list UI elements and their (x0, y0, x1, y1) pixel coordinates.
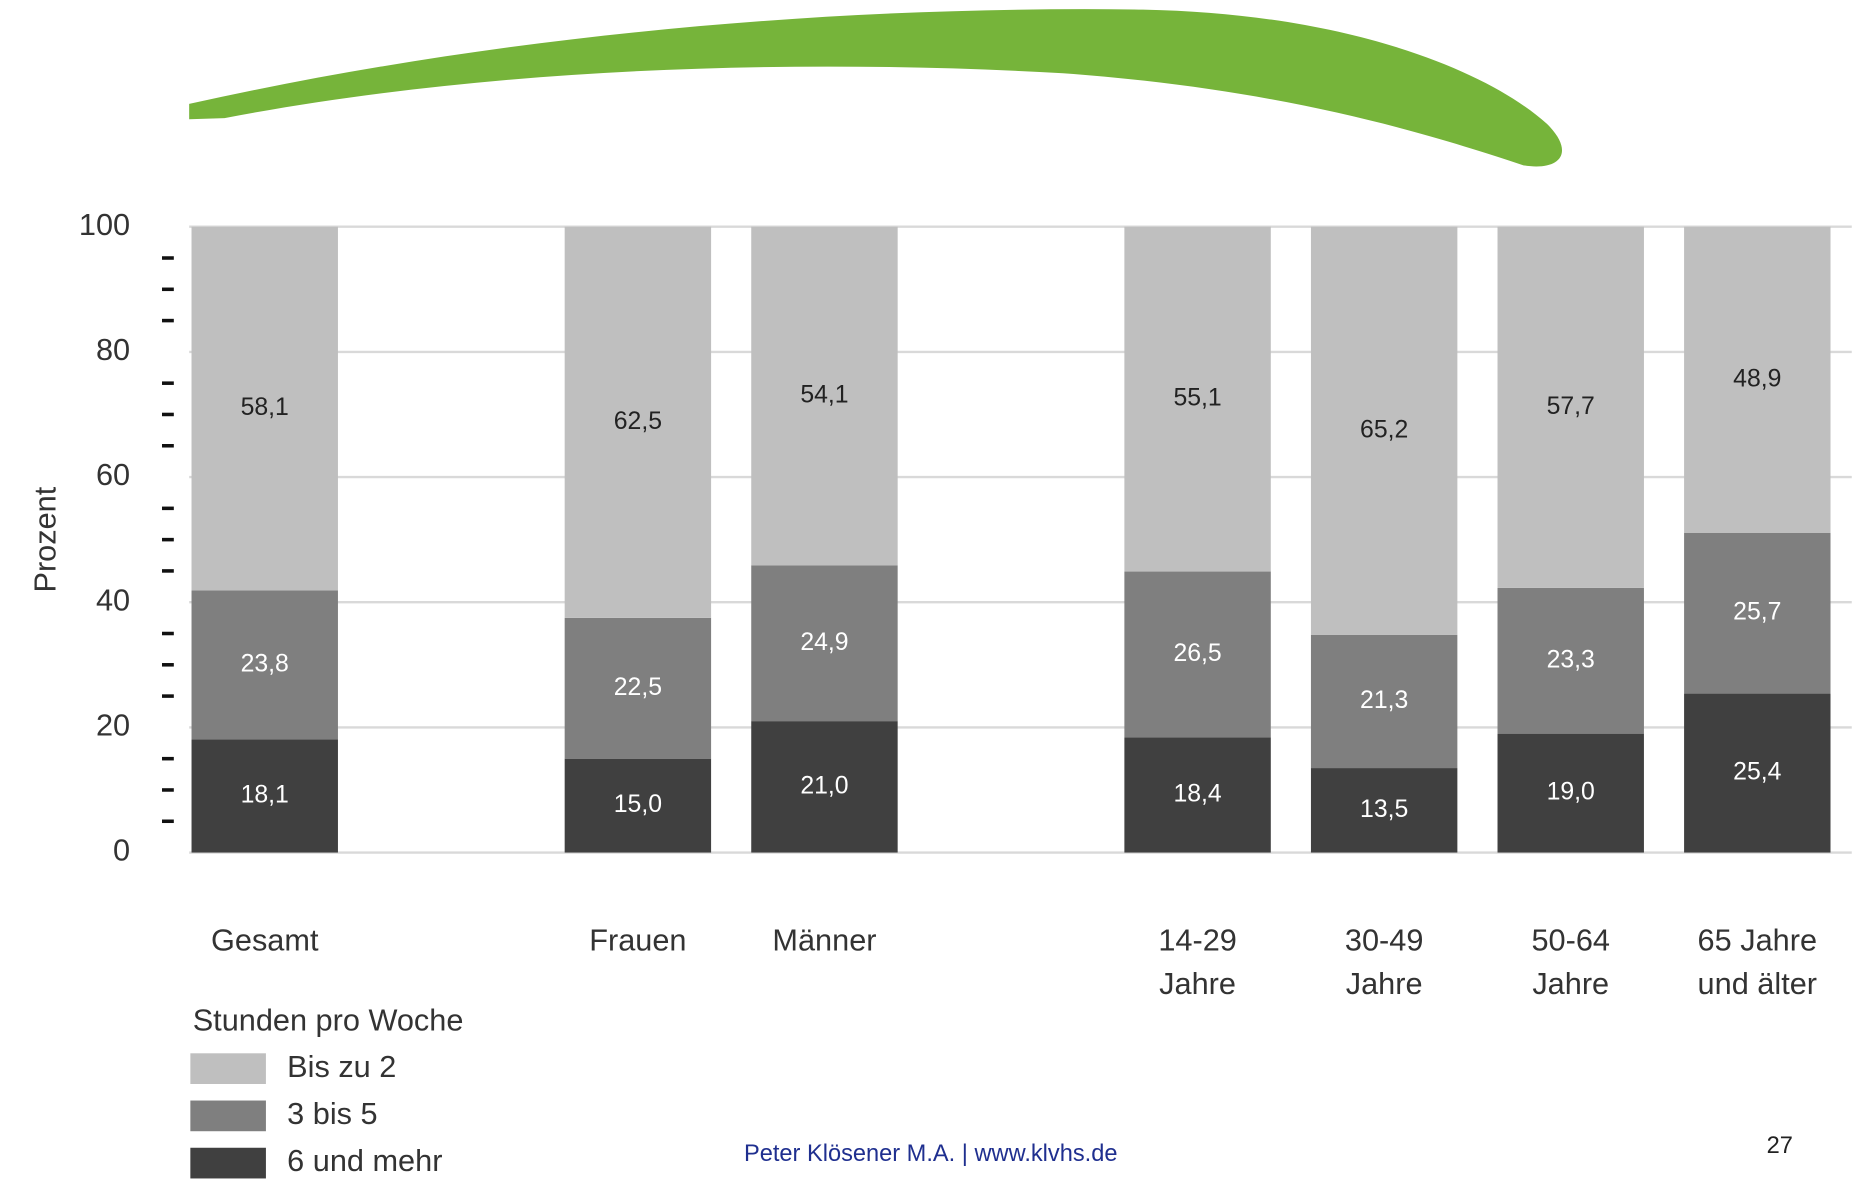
bar-segment (1310, 226, 1458, 635)
bar-segment (191, 590, 338, 740)
y-tick-label: 20 (96, 707, 130, 742)
bar-segment (1124, 737, 1271, 853)
bar-segment (564, 226, 712, 618)
decoration-swoosh (189, 9, 1563, 167)
x-tick-label-box: 50-64 Jahre (1531, 922, 1610, 1002)
legend-label: 3 bis 5 (287, 1096, 377, 1131)
y-axis-label: Prozent (28, 486, 63, 592)
x-tick-label-box: 30-49 Jahre (1344, 922, 1424, 1002)
bar-segment (191, 226, 338, 591)
bar-segment (1497, 733, 1644, 853)
y-tick-label: 0 (113, 833, 130, 868)
value-label: 65,2 (1360, 416, 1408, 443)
y-tick-label: 80 (96, 332, 130, 367)
bar-segment (1684, 226, 1831, 533)
x-tick-label: 65 Jahre und älter (1697, 922, 1818, 1002)
value-label: 25,4 (1733, 759, 1781, 786)
value-label: 25,7 (1733, 599, 1781, 626)
value-label: 15,0 (614, 791, 662, 818)
value-label: 19,0 (1547, 779, 1595, 806)
bar-segment (751, 721, 898, 853)
x-tick-label: 14-29 Jahre (1158, 922, 1237, 1002)
x-tick-label: 50-64 Jahre (1531, 922, 1610, 1002)
x-tick-label-box: Männer (772, 922, 877, 958)
legend-title: Stunden pro Woche (193, 1003, 464, 1038)
x-tick-label: Frauen (589, 922, 687, 958)
x-tick-label: Männer (772, 922, 877, 958)
x-tick-label-box: Gesamt (210, 922, 319, 958)
bar-segment (1497, 226, 1644, 588)
bar-segment (1124, 571, 1271, 738)
value-label: 58,1 (241, 394, 289, 421)
bar-segment (751, 565, 898, 722)
value-label: 23,8 (241, 650, 289, 677)
bar-segment (1124, 226, 1271, 572)
bar-segment (191, 739, 338, 853)
bar-segment (1497, 587, 1644, 734)
value-label: 21,0 (800, 772, 848, 799)
value-label: 57,7 (1547, 393, 1595, 420)
bar-segment (1310, 634, 1458, 769)
value-label: 18,4 (1173, 781, 1221, 808)
legend-swatch (190, 1053, 266, 1084)
value-label: 13,5 (1360, 796, 1408, 823)
y-tick-label: 60 (96, 457, 130, 492)
value-label: 23,3 (1547, 646, 1595, 673)
x-tick-label: 30-49 Jahre (1344, 922, 1424, 1002)
y-tick-label: 100 (79, 207, 130, 242)
legend-label: 6 und mehr (287, 1143, 442, 1178)
footer-text: Peter Klösener M.A. | www.klvhs.de (744, 1141, 1118, 1167)
bar-segment (1684, 532, 1831, 694)
x-tick-label: Gesamt (210, 922, 319, 958)
x-tick-label-box: 14-29 Jahre (1158, 922, 1237, 1002)
value-label: 22,5 (614, 674, 662, 701)
bar-segment (751, 226, 898, 566)
value-label: 18,1 (241, 781, 289, 808)
page-number: 27 (1767, 1133, 1793, 1159)
value-label: 26,5 (1173, 640, 1221, 667)
value-label: 54,1 (800, 382, 848, 409)
legend-swatch (190, 1100, 266, 1132)
value-label: 55,1 (1173, 385, 1221, 412)
value-label: 21,3 (1360, 687, 1408, 714)
x-tick-label-box: 65 Jahre und älter (1697, 922, 1818, 1002)
bar-segment (1684, 693, 1831, 853)
value-label: 62,5 (614, 408, 662, 435)
x-tick-label-box: Frauen (589, 922, 687, 958)
y-tick-label: 40 (96, 582, 130, 617)
bar-segment (1310, 768, 1458, 853)
bar-segment (564, 617, 712, 759)
bar-segment (564, 758, 712, 853)
value-label: 24,9 (800, 629, 848, 656)
legend-swatch (190, 1147, 266, 1179)
value-label: 48,9 (1733, 365, 1781, 392)
legend-label: Bis zu 2 (287, 1049, 396, 1084)
